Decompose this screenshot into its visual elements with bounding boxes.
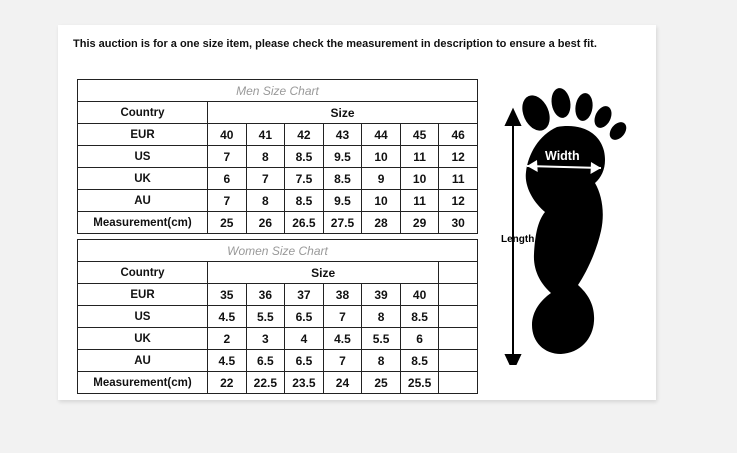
svg-text:Width: Width (545, 149, 580, 163)
svg-text:Length: Length (501, 234, 534, 245)
